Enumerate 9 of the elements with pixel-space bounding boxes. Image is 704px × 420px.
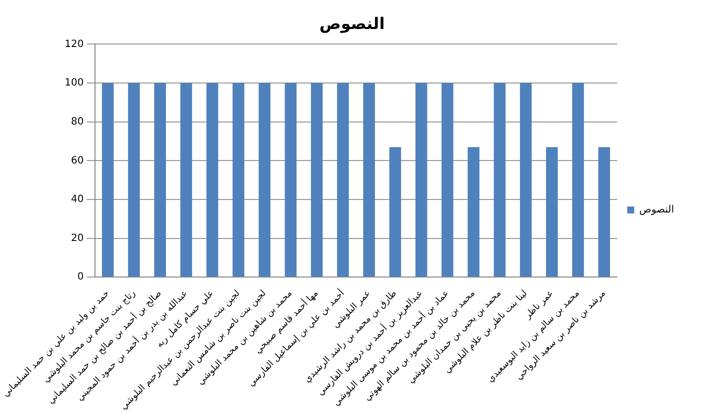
y-tick-label: 40: [71, 194, 84, 206]
y-tick-label: 20: [71, 232, 84, 244]
chart-title: النصوص: [319, 14, 385, 33]
y-tick-label: 100: [64, 78, 84, 89]
y-tick-label: 60: [71, 155, 84, 166]
y-tick-label: 0: [77, 272, 84, 283]
y-tick-label: 80: [71, 116, 84, 128]
y-tick-label: 120: [64, 38, 84, 50]
legend-label: النصوص: [639, 204, 674, 216]
